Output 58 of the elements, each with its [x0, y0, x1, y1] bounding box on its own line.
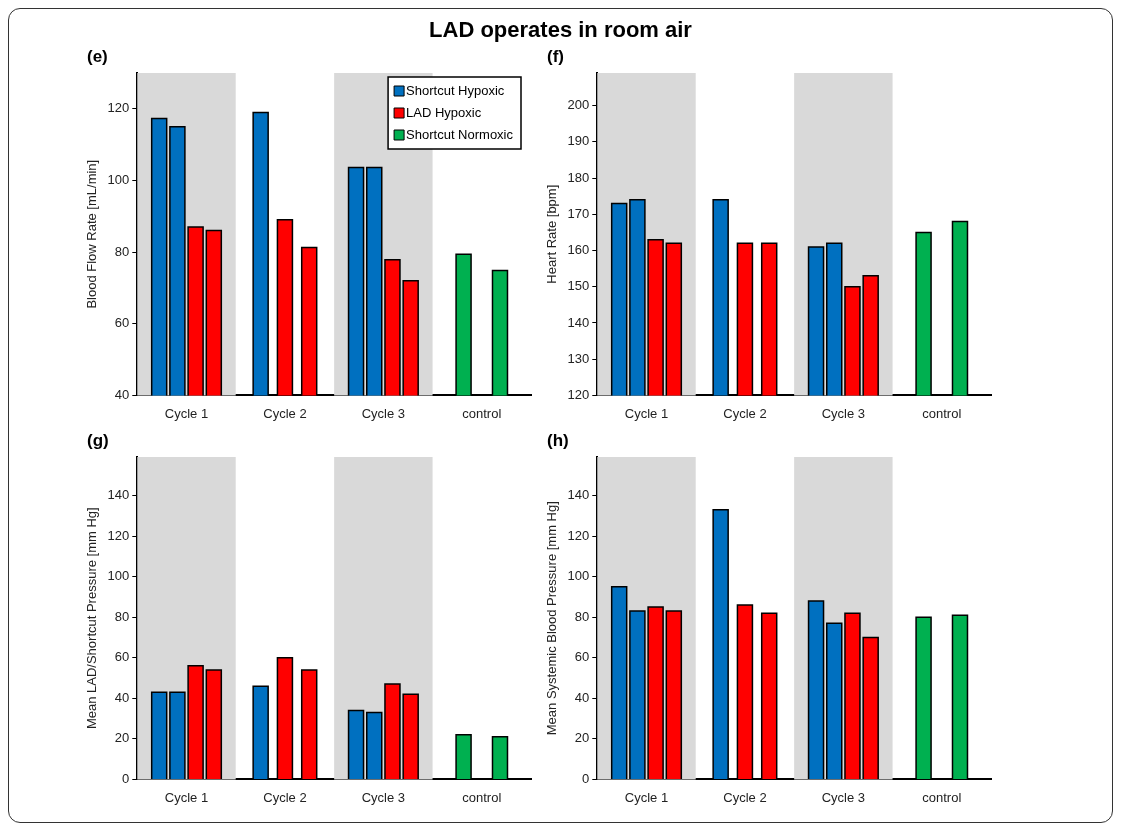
y-tick-label: 80 — [114, 608, 130, 624]
y-tick-label: 0 — [122, 770, 130, 786]
y-tick-label: 150 — [567, 278, 590, 294]
x-tick-label: Cycle 3 — [361, 405, 406, 421]
x-tick-label: control — [462, 789, 502, 805]
y-tick-label: 80 — [114, 243, 130, 259]
y-tick-label: 100 — [107, 172, 130, 188]
y-tick-label: 130 — [567, 350, 590, 366]
y-tick-label: 120 — [567, 386, 590, 402]
y-tick-label: 170 — [567, 205, 590, 221]
y-axis-title: Blood Flow Rate [mL/min] — [84, 159, 100, 309]
x-tick-label: control — [462, 405, 502, 421]
y-tick-label: 200 — [567, 97, 590, 113]
y-tick-label: 60 — [574, 649, 590, 665]
y-axis-title: Mean LAD/Shortcut Pressure [mm Hg] — [84, 507, 100, 730]
x-tick-label: Cycle 3 — [821, 405, 866, 421]
x-tick-label: control — [922, 405, 962, 421]
y-tick-label: 140 — [107, 487, 130, 503]
y-tick-label: 20 — [574, 730, 590, 746]
y-tick-label: 0 — [582, 770, 590, 786]
chart-title: LAD operates in room air — [428, 17, 693, 43]
y-tick-label: 80 — [574, 608, 590, 624]
y-tick-label: 140 — [567, 487, 590, 503]
y-tick-label: 160 — [567, 242, 590, 258]
x-tick-label: Cycle 2 — [263, 405, 307, 421]
x-tick-label: Cycle 1 — [164, 789, 209, 805]
x-tick-label: Cycle 1 — [624, 405, 669, 421]
y-tick-label: 120 — [567, 527, 590, 543]
x-tick-label: Cycle 3 — [821, 789, 866, 805]
x-tick-label: Cycle 2 — [723, 789, 767, 805]
chart-subtitle: (h) — [547, 431, 569, 451]
x-tick-label: Cycle 2 — [263, 789, 307, 805]
y-tick-label: 100 — [107, 568, 130, 584]
y-tick-label: 40 — [574, 689, 590, 705]
x-tick-label: Cycle 3 — [361, 789, 406, 805]
x-tick-label: Cycle 2 — [723, 405, 767, 421]
y-tick-label: 60 — [114, 315, 130, 331]
x-tick-label: control — [922, 789, 962, 805]
legend-label: LAD Hypoxic — [406, 104, 482, 120]
legend-label: Shortcut Hypoxic — [406, 82, 505, 98]
y-tick-label: 40 — [114, 386, 130, 402]
y-tick-label: 20 — [114, 730, 130, 746]
y-tick-label: 140 — [567, 314, 590, 330]
y-axis-title: Mean Systemic Blood Pressure [mm Hg] — [544, 501, 560, 736]
y-tick-label: 60 — [114, 649, 130, 665]
y-tick-label: 180 — [567, 169, 590, 185]
x-tick-label: Cycle 1 — [624, 789, 669, 805]
y-tick-label: 120 — [107, 100, 130, 116]
legend-label: Shortcut Normoxic — [406, 126, 514, 142]
chart-subtitle: (f) — [547, 47, 564, 67]
chart-subtitle: (e) — [87, 47, 108, 67]
y-tick-label: 40 — [114, 689, 130, 705]
y-tick-label: 190 — [567, 133, 590, 149]
chart-subtitle: (g) — [87, 431, 109, 451]
y-tick-label: 100 — [567, 568, 590, 584]
y-tick-label: 120 — [107, 527, 130, 543]
y-axis-title: Heart Rate [bpm] — [544, 184, 560, 284]
x-tick-label: Cycle 1 — [164, 405, 209, 421]
